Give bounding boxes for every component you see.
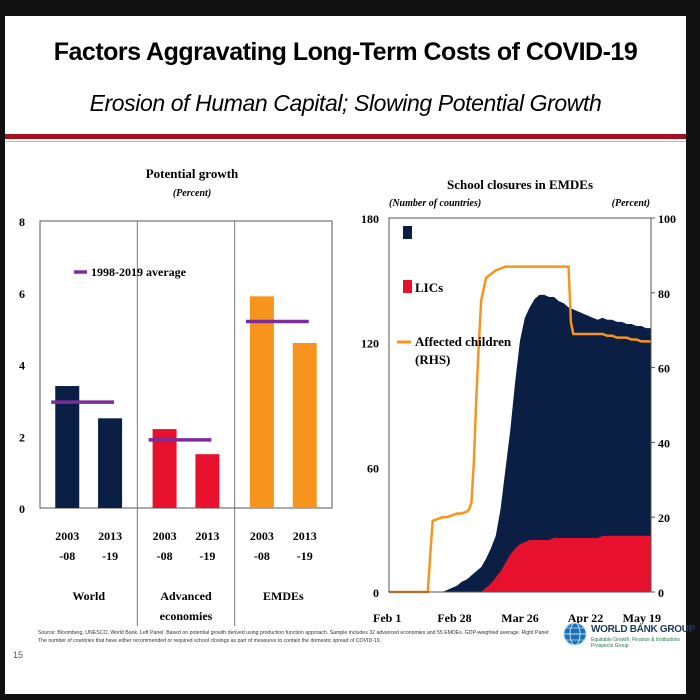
x-tick-label: Mar 26 <box>501 611 538 625</box>
window-top-border <box>0 0 700 16</box>
legend-lics-swatch <box>403 280 412 293</box>
potential-growth-chart: Potential growth (Percent) 0 2 4 6 8 1998-20… <box>19 166 333 626</box>
bar <box>152 429 177 508</box>
globe-icon <box>563 622 587 646</box>
left-y-tick-label: 60 <box>367 461 379 475</box>
slide-title: Factors Aggravating Long-Term Costs of C… <box>53 38 638 66</box>
legend-lics: LICs <box>403 280 443 295</box>
logo-tagline: Equitable Growth, Finance & Institutions… <box>591 637 680 649</box>
x-tick-label: 2013 <box>195 529 219 543</box>
right-y-tick-label: 20 <box>658 511 670 525</box>
group-dividers <box>136 221 236 626</box>
left-y-tick-label: 180 <box>361 212 379 226</box>
left-y-tick-label: 120 <box>361 337 379 351</box>
bar <box>249 296 274 508</box>
x-tick-label: 2013 <box>98 529 122 543</box>
x-tick-label: -19 <box>199 549 215 563</box>
title-divider-shadow <box>5 141 686 142</box>
group-label: World <box>72 589 105 603</box>
line-affected-children <box>389 265 651 594</box>
logo-tagline-line2: Prospects Group <box>591 643 629 649</box>
legend-non-lic: Non-LIC EMDEs <box>403 226 513 241</box>
window-bottom-border <box>0 694 700 700</box>
x-tick-label: -08 <box>157 549 173 563</box>
right-y-tick-label: 40 <box>658 436 670 450</box>
y-tick-label: 2 <box>19 430 25 444</box>
x-tick-label: 2003 <box>153 529 177 543</box>
legend-average: 1998-2019 average <box>74 265 187 279</box>
left-x-labels: 2003 -08 2013 -19 World 2003 -08 2013 -19 Advance… <box>55 529 316 623</box>
legend-affected-children-line2: (RHS) <box>415 352 450 367</box>
x-tick-label: 2003 <box>250 529 274 543</box>
x-tick-label: Feb 28 <box>437 611 471 625</box>
right-y-tick-label: 60 <box>658 362 670 376</box>
x-tick-label: -19 <box>102 549 118 563</box>
right-plot-area <box>389 265 651 594</box>
area-non-lic-emdes <box>389 294 651 592</box>
legend-non-lic-label: Non-LIC EMDEs <box>415 226 513 241</box>
right-right-axis-unit: (Percent) <box>612 198 650 209</box>
left-y-tick-label: 0 <box>373 586 379 600</box>
bar <box>55 386 80 508</box>
x-tick-label: 2003 <box>55 529 79 543</box>
group-label: Advanced <box>160 589 212 603</box>
legend-affected-children: Affected children (RHS) <box>397 334 514 367</box>
x-tick-label: Feb 1 <box>373 611 401 625</box>
y-tick-label: 0 <box>19 502 25 516</box>
logo-tagline-line1: Equitable Growth, Finance & Institutions <box>591 637 680 643</box>
right-y-tick-label: 80 <box>658 287 670 301</box>
page-number: 15 <box>13 650 24 660</box>
x-tick-label: 2013 <box>293 529 317 543</box>
bar <box>98 418 123 508</box>
right-axes: 0 60 120 180 0 20 40 60 80 100 Feb 1 Feb 28 Mar 26 Ap… <box>361 212 676 625</box>
logo-name: WORLD BANK GROUP <box>591 624 696 635</box>
legend-affected-children-label: Affected children (RHS) <box>415 334 514 367</box>
right-chart-title: School closures in EMDEs <box>447 177 593 192</box>
legend-average-label: 1998-2019 average <box>91 265 187 279</box>
left-chart-unit: (Percent) <box>173 188 211 199</box>
x-tick-label: -08 <box>254 549 270 563</box>
bar-series <box>55 296 317 508</box>
y-tick-label: 4 <box>19 359 25 373</box>
title-divider <box>5 134 686 139</box>
x-tick-label: May 19 <box>623 611 661 625</box>
window-left-border <box>0 0 5 700</box>
school-closures-chart: School closures in EMDEs (Number of coun… <box>361 177 676 625</box>
y-tick-label: 8 <box>19 215 25 229</box>
x-tick-label: -08 <box>59 549 75 563</box>
window-right-border <box>686 0 700 700</box>
slide: Factors Aggravating Long-Term Costs of C… <box>5 16 695 694</box>
left-chart-title: Potential growth <box>146 166 239 181</box>
x-tick-label: Apr 22 <box>568 611 603 625</box>
source-footnote: Source: Bloomberg, UNESCO, World Bank. L… <box>38 630 550 644</box>
group-label: EMDEs <box>263 589 304 603</box>
area-lics <box>389 535 651 592</box>
right-left-axis-unit: (Number of countries) <box>389 198 481 209</box>
group-label: economies <box>160 609 213 623</box>
world-bank-logo: WORLD BANK GROUP Equitable Growth, Finan… <box>561 620 695 660</box>
right-y-tick-label: 0 <box>658 586 664 600</box>
average-markers <box>51 319 309 442</box>
legend-lics-label: LICs <box>415 280 443 295</box>
left-y-axis: 0 2 4 6 8 <box>19 215 25 516</box>
legend-non-lic-swatch <box>403 226 412 239</box>
left-plot-frame <box>39 220 333 509</box>
legend-affected-children-line1: Affected children <box>415 334 512 349</box>
right-y-tick-label: 100 <box>658 212 676 226</box>
right-plot-frame <box>388 217 652 593</box>
slide-subtitle: Erosion of Human Capital; Slowing Potent… <box>89 90 602 116</box>
x-tick-label: -19 <box>297 549 313 563</box>
bar <box>292 342 317 508</box>
y-tick-label: 6 <box>19 287 25 301</box>
bar <box>195 454 220 508</box>
